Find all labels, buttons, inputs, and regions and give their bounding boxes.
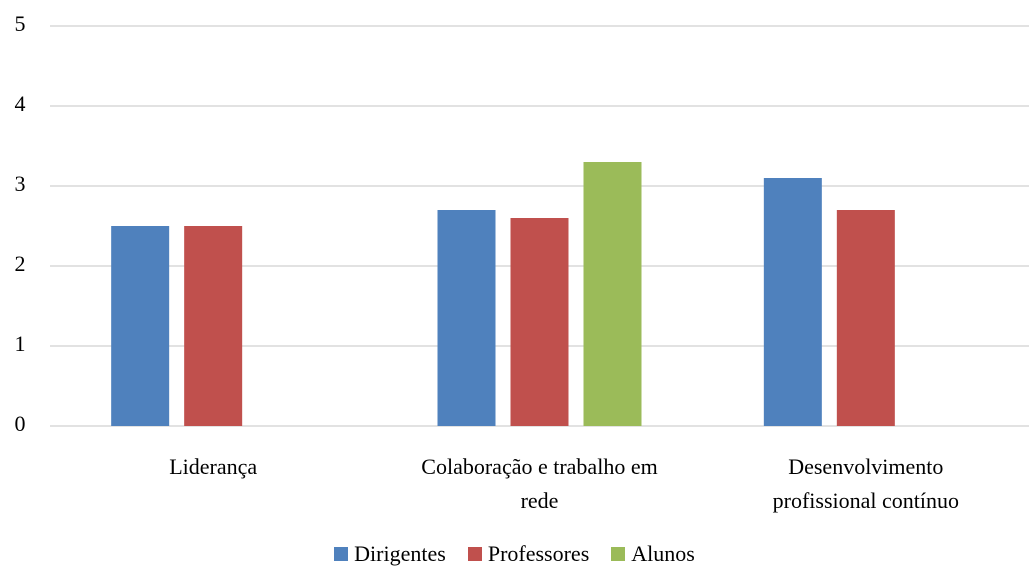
legend-swatch [467, 547, 482, 561]
legend-item: Alunos [611, 541, 695, 567]
legend-label: Alunos [631, 541, 695, 566]
y-tick-label: 5 [15, 11, 26, 36]
bar [763, 178, 822, 426]
legend-label: Dirigentes [354, 541, 446, 566]
y-tick-label: 4 [15, 91, 26, 116]
bar [184, 226, 243, 426]
x-tick-label: Liderança [169, 454, 258, 479]
bar [510, 218, 569, 426]
y-tick-label: 0 [15, 411, 26, 436]
legend-swatch [334, 547, 349, 561]
legend-item: Dirigentes [334, 541, 446, 567]
x-tick-label: Desenvolvimento profissional contínuo [772, 454, 960, 513]
y-tick-label: 3 [15, 171, 26, 196]
legend-item: Professores [467, 541, 590, 567]
legend-label: Professores [487, 541, 590, 566]
bar [437, 210, 496, 426]
legend: Dirigentes Professores Alunos [0, 541, 1029, 567]
bar [583, 162, 642, 426]
bar [836, 210, 895, 426]
y-tick-label: 1 [15, 331, 26, 356]
x-tick-label: Colaboração e trabalho em rede [421, 454, 658, 513]
bar [111, 226, 170, 426]
legend-swatch [611, 547, 626, 561]
y-tick-label: 2 [15, 251, 26, 276]
